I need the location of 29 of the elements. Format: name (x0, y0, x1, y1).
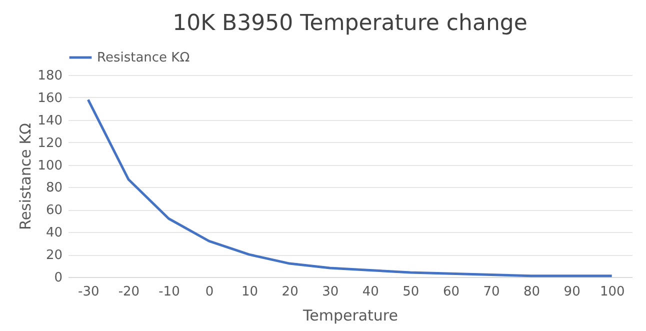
x-tick-label: 90 (564, 284, 580, 300)
y-tick-label: 160 (38, 90, 62, 106)
y-tick-label: 0 (54, 270, 62, 286)
y-tick-label: 20 (46, 248, 62, 264)
x-axis-title: Temperature (302, 306, 398, 324)
y-tick-label: 140 (38, 113, 62, 128)
y-tick-label: 100 (38, 158, 62, 174)
y-tick-label: 80 (46, 180, 62, 196)
x-tick-label: 30 (322, 284, 339, 300)
x-tick-label: 0 (205, 284, 214, 300)
y-axis-title: Resistance KΩ (16, 123, 35, 230)
y-tick-label: 40 (46, 226, 62, 241)
x-tick-label: 70 (483, 284, 500, 300)
legend-label: Resistance KΩ (97, 50, 190, 66)
x-tick-label: 50 (402, 284, 420, 300)
x-tick-label: 80 (524, 284, 540, 300)
x-tick-label: 40 (362, 284, 379, 300)
x-tick-label: 60 (442, 284, 460, 300)
chart-title: 10K B3950 Temperature change (172, 11, 528, 36)
y-tick-label: 60 (46, 203, 62, 218)
y-tick-label: 180 (38, 68, 62, 84)
x-tick-label: -10 (158, 284, 180, 300)
x-tick-label: 10 (242, 284, 258, 300)
x-tick-label: 20 (282, 284, 298, 300)
x-tick-label: -20 (118, 284, 140, 300)
line-series (86, 98, 614, 278)
y-tick-label: 120 (38, 136, 62, 151)
x-tick-label: -30 (78, 284, 100, 300)
x-tick-label: 100 (600, 284, 625, 300)
